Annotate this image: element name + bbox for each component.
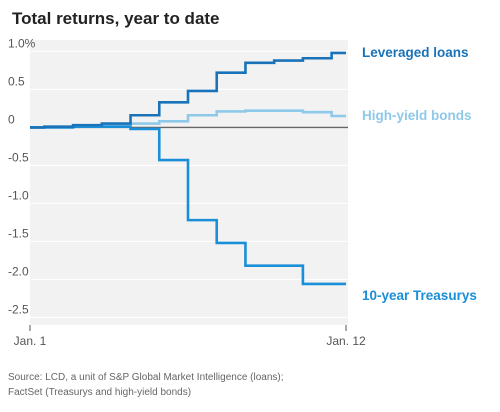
y-tick-label: -2.5 [8,302,29,316]
x-axis: Jan. 1 Jan. 12 [14,325,366,348]
y-tick-label: 0.5 [8,74,25,88]
series-label-treasurys: 10-year Treasurys [362,288,477,303]
series-line-treasurys [30,125,346,286]
x-tick-label: Jan. 1 [14,334,47,348]
series-label-high-yield-bonds: High-yield bonds [362,108,472,123]
y-tick-label: -1.5 [8,226,29,240]
series-lines [30,51,346,286]
source-line-2: FactSet (Treasurys and high-yield bonds) [8,387,191,398]
y-tick-label: -1.0 [8,188,29,202]
series-line-leveraged-loans [30,51,346,129]
y-tick-label: -0.5 [8,150,29,164]
grid [30,50,348,318]
source-line-1: Source: LCD, a unit of S&P Global Market… [8,372,284,383]
chart-title: Total returns, year to date [12,9,220,28]
series-labels: Leveraged loans High-yield bonds 10-year T… [362,45,477,303]
y-tick-labels: 1.0% 0.5 0 -0.5 -1.0 -1.5 -2.0 -2.5 [8,36,36,316]
y-tick-label: 1.0% [8,36,36,50]
y-tick-label: -2.0 [8,264,29,278]
x-tick-label: Jan. 12 [326,334,366,348]
y-tick-label: 0 [8,112,15,126]
series-label-leveraged-loans: Leveraged loans [362,45,469,60]
